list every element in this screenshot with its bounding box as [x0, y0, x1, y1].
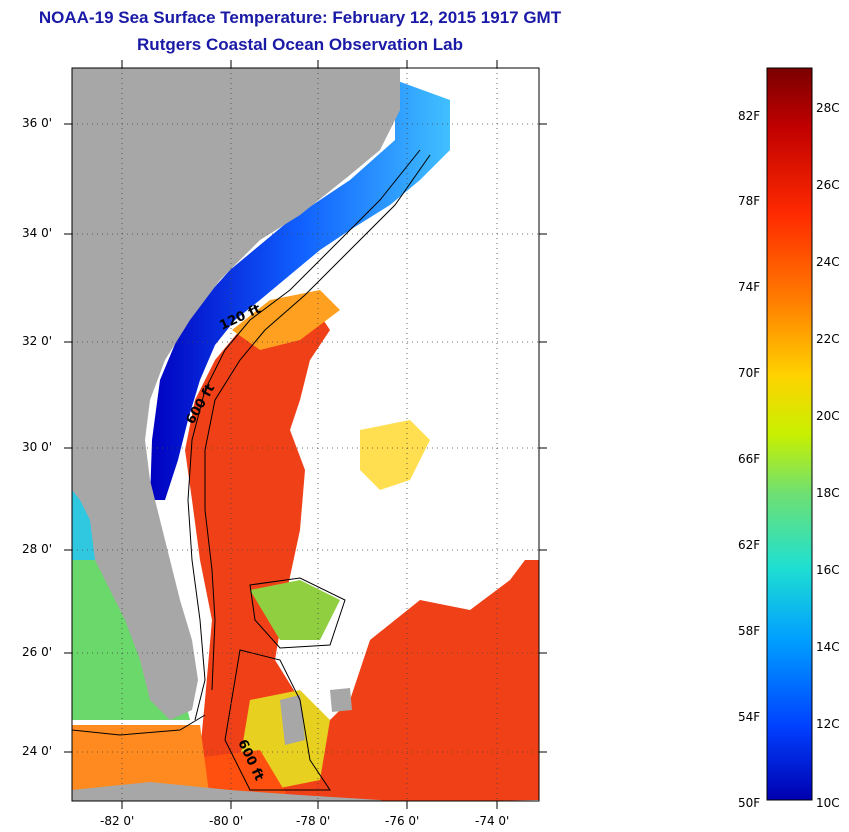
lat-label-36: 36 0'	[22, 116, 53, 130]
lon-label-82: -82 0'	[100, 814, 135, 828]
lat-label-28: 28 0'	[22, 542, 53, 556]
cb-label-18c: 18C	[816, 486, 840, 500]
lat-label-32: 32 0'	[22, 334, 53, 348]
map-area	[72, 68, 539, 801]
lat-label-34: 34 0'	[22, 226, 53, 240]
lon-label-80: -80 0'	[209, 814, 244, 828]
graticule	[72, 68, 539, 801]
bahamas-island	[280, 695, 305, 745]
warm-orange-band	[232, 290, 340, 350]
lat-label-30: 30 0'	[22, 440, 53, 454]
cuba-land	[72, 782, 384, 801]
lon-label-74: -74 0'	[475, 814, 510, 828]
coastal-cold-band	[150, 80, 450, 500]
map-frame	[71, 67, 540, 802]
cb-label-16c: 16C	[816, 563, 840, 577]
gulf-stream-region	[185, 300, 539, 801]
cb-label-20c: 20C	[816, 409, 840, 423]
cb-label-10c: 10C	[816, 796, 840, 810]
cb-label-28c: 28C	[816, 101, 840, 115]
cb-label-22c: 22C	[816, 332, 840, 346]
colorbar	[766, 67, 813, 801]
cb-label-82f: 82F	[738, 109, 761, 123]
lon-label-78: -78 0'	[296, 814, 331, 828]
axis-ticks	[64, 60, 547, 809]
cb-label-50f: 50F	[738, 796, 761, 810]
cb-label-14c: 14C	[816, 640, 840, 654]
cb-label-26c: 26C	[816, 178, 840, 192]
contour-600ft	[204, 154, 431, 691]
cb-label-78f: 78F	[738, 194, 761, 208]
contour-bahamas	[249, 577, 346, 649]
bahamas-green-patch	[250, 580, 340, 640]
map-title: NOAA-19 Sea Surface Temperature: Februar…	[38, 8, 562, 27]
cb-label-58f: 58F	[738, 624, 761, 638]
cb-label-12c: 12C	[816, 717, 840, 731]
map-subtitle: Rutgers Coastal Ocean Observation Lab	[137, 35, 463, 54]
contour-120ft	[187, 149, 421, 721]
contour-bahamas-south	[224, 649, 331, 791]
land-mass	[72, 68, 400, 720]
cb-label-24c: 24C	[816, 255, 840, 269]
lat-label-24: 24 0'	[22, 744, 53, 758]
gulf-yellow-patch	[360, 420, 430, 490]
cb-label-70f: 70F	[738, 366, 761, 380]
cb-label-54f: 54F	[738, 710, 761, 724]
gulf-southern-orange	[72, 725, 210, 800]
contour-florida-shelf	[72, 714, 206, 736]
lon-label-76: -76 0'	[385, 814, 420, 828]
cb-label-74f: 74F	[738, 280, 761, 294]
cb-label-62f: 62F	[738, 538, 761, 552]
bahamas-island-2	[330, 688, 352, 712]
lat-label-26: 26 0'	[22, 645, 53, 659]
cb-label-66f: 66F	[738, 452, 761, 466]
